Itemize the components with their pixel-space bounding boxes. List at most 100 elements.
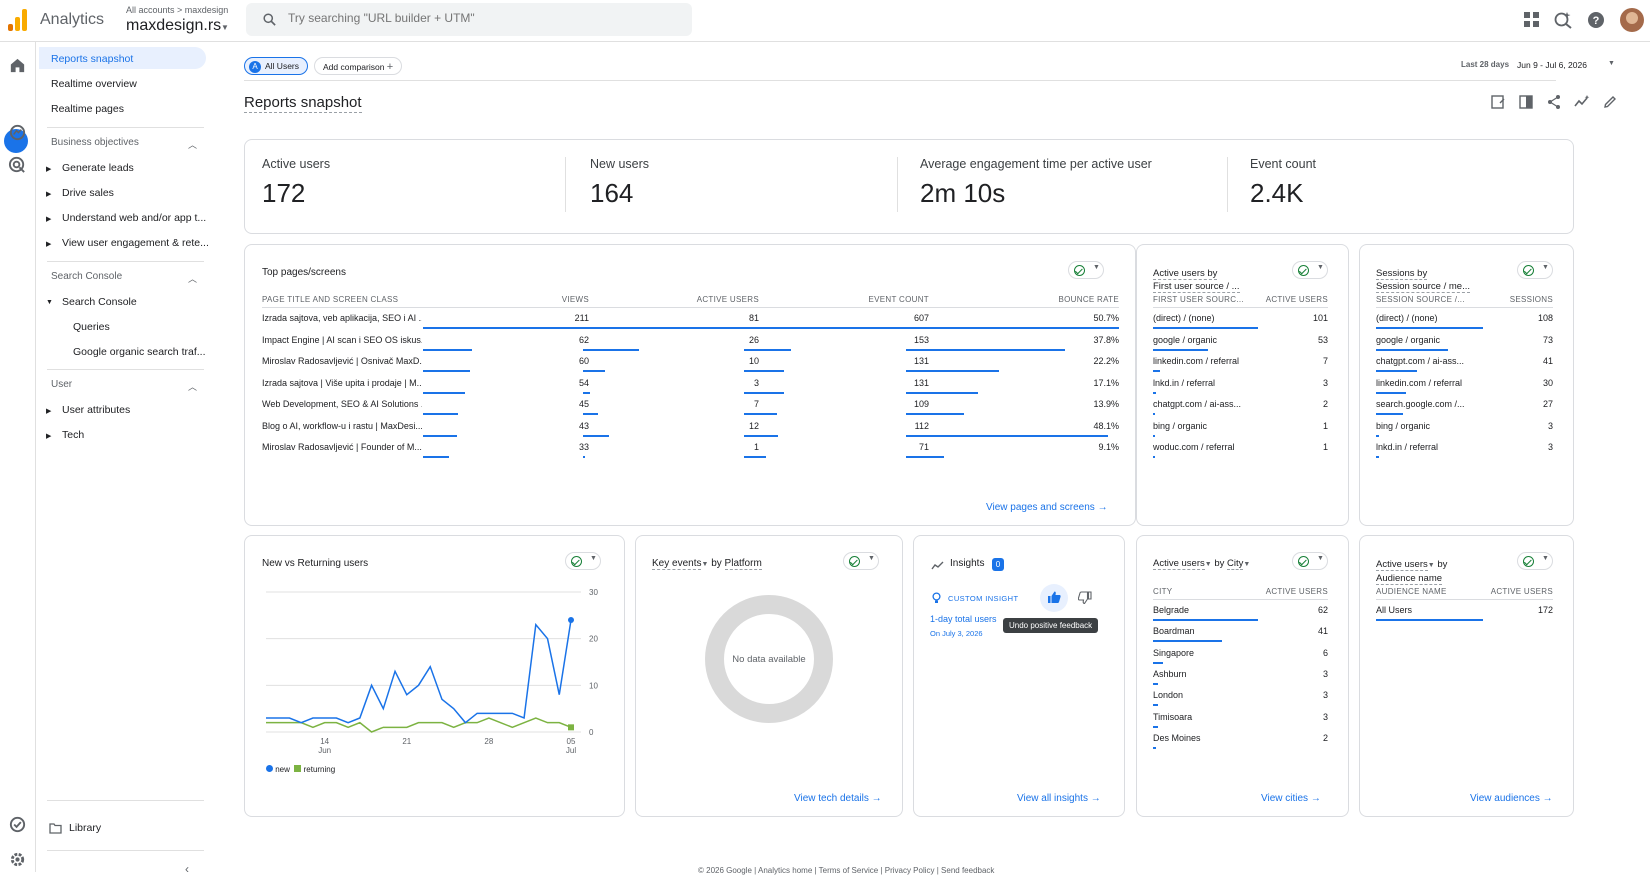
nav-user-engagement[interactable]: View user engagement & rete... <box>62 237 209 249</box>
quality-check-dropdown[interactable]: ▼ <box>1517 261 1553 279</box>
nav-generate-leads[interactable]: Generate leads <box>62 162 134 174</box>
row-label[interactable]: bing / organic <box>1153 420 1208 431</box>
kpi-label[interactable]: New users <box>590 157 650 171</box>
title-dimension[interactable]: Platform <box>724 558 762 570</box>
segment-chip[interactable]: A All Users <box>244 57 309 75</box>
row-label[interactable]: google / organic <box>1376 334 1441 345</box>
nav-understand-traffic[interactable]: Understand web and/or app t... <box>62 212 207 224</box>
col-header[interactable]: FIRST USER SOURC... <box>1153 295 1244 304</box>
compare-columns-icon[interactable] <box>1518 94 1534 110</box>
row-label[interactable]: (direct) / (none) <box>1376 313 1438 323</box>
quality-check-dropdown[interactable]: ▼ <box>843 552 879 570</box>
account-selector[interactable]: maxdesign.rs <box>126 17 222 34</box>
page-title-cell[interactable]: Miroslav Radosavljević | Osnivač MaxD... <box>262 356 422 366</box>
metric-caret-icon[interactable]: ▼ <box>1204 561 1212 568</box>
row-label[interactable]: bing / organic <box>1376 420 1431 431</box>
row-label[interactable]: search.google.com /... <box>1376 399 1465 409</box>
page-title-cell[interactable]: Impact Engine | AI scan i SEO OS iskus..… <box>262 334 422 345</box>
collapse-arrow-icon[interactable]: ▼ <box>46 299 53 306</box>
view-insights-link[interactable]: View all insights → <box>1017 793 1101 804</box>
quality-check-dropdown[interactable]: ▼ <box>565 552 601 570</box>
row-label[interactable]: Timisoara <box>1153 711 1193 722</box>
page-title-cell[interactable]: Izrada sajtova, veb aplikacija, SEO i AI… <box>262 313 422 323</box>
row-label[interactable]: Ashburn <box>1153 668 1187 679</box>
table-row[interactable]: chatgpt.com / ai-ass... 2 <box>1137 399 1328 419</box>
expand-arrow-icon[interactable]: ▶ <box>46 241 52 248</box>
expand-arrow-icon[interactable]: ▶ <box>46 166 52 173</box>
row-label[interactable]: Des Moines <box>1153 732 1201 743</box>
nav-drive-sales[interactable]: Drive sales <box>62 187 114 199</box>
row-label[interactable]: woduc.com / referral <box>1153 442 1235 452</box>
quality-check-dropdown[interactable]: ▼ <box>1292 261 1328 279</box>
title-metric[interactable]: Active users <box>1153 558 1205 570</box>
kpi-label[interactable]: Event count <box>1250 157 1317 171</box>
table-row[interactable]: London 3 <box>1137 690 1328 710</box>
advertising-icon[interactable] <box>8 155 27 174</box>
quality-check-dropdown[interactable]: ▼ <box>1517 552 1553 570</box>
table-row[interactable]: Miroslav Radosavljević | Osnivač MaxD...… <box>245 356 1137 376</box>
nav-user-attributes[interactable]: User attributes <box>62 404 131 416</box>
row-label[interactable]: google / organic <box>1153 334 1218 345</box>
kpi-label[interactable]: Average engagement time per active user <box>920 157 1152 171</box>
nav-library[interactable]: Library <box>69 822 102 834</box>
view-audiences-link[interactable]: View audiences → <box>1470 793 1553 804</box>
edit-pencil-icon[interactable] <box>1602 94 1618 110</box>
row-label[interactable]: All Users <box>1376 605 1413 615</box>
kpi-label[interactable]: Active users <box>262 157 331 171</box>
explore-icon[interactable] <box>8 123 27 142</box>
row-label[interactable]: chatgpt.com / ai-ass... <box>1153 399 1242 409</box>
card-title[interactable]: Active users by First user source / ... <box>1153 267 1240 293</box>
page-title-cell[interactable]: Blog o AI, workflow-u i rastu | MaxDesi.… <box>262 420 422 431</box>
insights-trend-icon[interactable] <box>1574 94 1590 110</box>
title-metric[interactable]: Sessions by <box>1376 268 1428 280</box>
dimension-caret-icon[interactable]: ▼ <box>1243 561 1251 568</box>
configure-check-icon[interactable] <box>8 815 27 834</box>
page-title-cell[interactable]: Izrada sajtova | Više upita i prodaje | … <box>262 377 422 388</box>
col-header[interactable]: ACTIVE USERS <box>1265 295 1328 304</box>
nav-realtime-pages[interactable]: Realtime pages <box>51 103 124 115</box>
table-row[interactable]: search.google.com /... 27 <box>1360 399 1553 419</box>
table-row[interactable]: Impact Engine | AI scan i SEO OS iskus..… <box>245 335 1137 355</box>
expand-arrow-icon[interactable]: ▶ <box>46 216 52 223</box>
metric-caret-icon[interactable]: ▼ <box>701 561 709 568</box>
expand-arrow-icon[interactable]: ▶ <box>46 433 52 440</box>
row-label[interactable]: Singapore <box>1153 647 1195 658</box>
title-dimension[interactable]: City <box>1227 558 1244 570</box>
apps-grid-icon[interactable] <box>1523 11 1541 29</box>
nav-search-console[interactable]: Search Console <box>62 296 137 308</box>
col-header[interactable]: SESSIONS <box>1509 295 1553 304</box>
card-title[interactable]: Sessions by Session source / me... <box>1376 267 1470 293</box>
date-caret-icon[interactable]: ▼ <box>1608 60 1615 67</box>
thumbs-down-icon[interactable] <box>1078 591 1092 604</box>
view-tech-link[interactable]: View tech details → <box>794 793 882 804</box>
row-label[interactable]: Boardman <box>1153 626 1195 637</box>
table-row[interactable]: linkedin.com / referral 7 <box>1137 356 1328 376</box>
nav-reports-snapshot[interactable]: Reports snapshot <box>51 53 134 65</box>
chevron-up-icon[interactable]: ︿ <box>188 274 198 284</box>
table-row[interactable]: (direct) / (none) 101 <box>1137 313 1328 333</box>
expand-arrow-icon[interactable]: ▶ <box>46 191 52 198</box>
row-label[interactable]: lnkd.in / referral <box>1376 442 1439 452</box>
col-header[interactable]: PAGE TITLE AND SCREEN CLASS <box>262 295 399 304</box>
add-comparison-button[interactable]: Add comparison + <box>314 57 403 75</box>
table-row[interactable]: woduc.com / referral 1 <box>1137 442 1328 462</box>
metric-caret-icon[interactable]: ▼ <box>1427 562 1435 569</box>
table-row[interactable]: Des Moines 2 <box>1137 733 1328 753</box>
title-metric[interactable]: Active users <box>1376 559 1428 571</box>
quality-check-dropdown[interactable]: ▼ <box>1068 261 1104 279</box>
nav-tech[interactable]: Tech <box>62 429 85 441</box>
help-icon[interactable]: ? <box>1587 11 1605 29</box>
analytics-logo-icon[interactable] <box>8 9 28 31</box>
insights-search-icon[interactable] <box>1554 11 1572 29</box>
col-header[interactable]: AUDIENCE NAME <box>1376 587 1447 596</box>
row-label[interactable]: linkedin.com / referral <box>1376 377 1463 388</box>
table-row[interactable]: lnkd.in / referral 3 <box>1360 442 1553 462</box>
account-caret-icon[interactable]: ▼ <box>221 23 229 32</box>
nav-section-user[interactable]: User <box>51 379 73 390</box>
collapse-nav-icon[interactable]: ‹ <box>185 862 189 876</box>
title-dimension[interactable]: Session source / me... <box>1376 281 1470 293</box>
user-avatar[interactable] <box>1620 8 1644 32</box>
row-label[interactable]: London <box>1153 690 1184 701</box>
row-label[interactable]: lnkd.in / referral <box>1153 377 1216 388</box>
